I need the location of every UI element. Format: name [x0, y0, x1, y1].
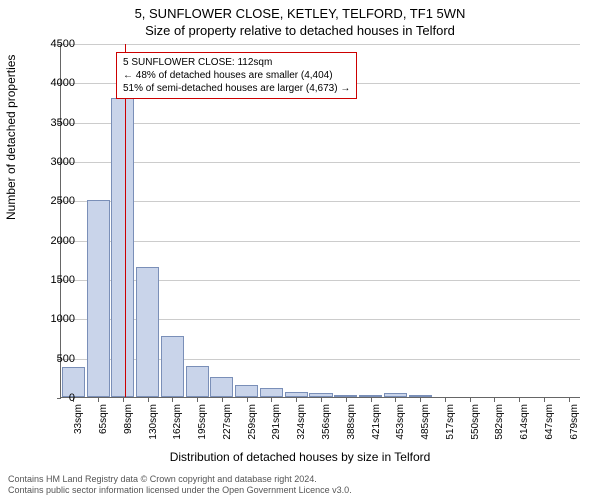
x-tick-mark: [346, 398, 347, 402]
y-tick-label: 1500: [35, 274, 75, 286]
chart-subtitle: Size of property relative to detached ho…: [0, 21, 600, 38]
x-tick-mark: [98, 398, 99, 402]
histogram-bar: [409, 395, 432, 397]
histogram-bar: [210, 377, 233, 397]
histogram-bar: [87, 200, 110, 397]
x-tick-mark: [519, 398, 520, 402]
y-tick-label: 2000: [35, 235, 75, 247]
y-tick-label: 4500: [35, 38, 75, 50]
x-tick-label: 517sqm: [445, 404, 456, 454]
x-tick-label: 485sqm: [420, 404, 431, 454]
chart-container: 5, SUNFLOWER CLOSE, KETLEY, TELFORD, TF1…: [0, 0, 600, 500]
y-tick-label: 0: [35, 392, 75, 404]
histogram-bar: [161, 336, 184, 397]
x-tick-mark: [371, 398, 372, 402]
x-tick-label: 259sqm: [247, 404, 258, 454]
histogram-bar: [285, 392, 308, 398]
y-axis-label: Number of detached properties: [4, 55, 18, 220]
y-tick-label: 2500: [35, 195, 75, 207]
annotation-line: 5 SUNFLOWER CLOSE: 112sqm: [123, 56, 350, 69]
y-tick-label: 1000: [35, 313, 75, 325]
x-tick-label: 679sqm: [569, 404, 580, 454]
x-tick-label: 582sqm: [494, 404, 505, 454]
grid-line: [61, 44, 580, 45]
histogram-bar: [309, 393, 332, 397]
histogram-bar: [136, 267, 159, 397]
grid-line: [61, 162, 580, 163]
annotation-box: 5 SUNFLOWER CLOSE: 112sqm← 48% of detach…: [116, 52, 357, 99]
y-tick-label: 3000: [35, 156, 75, 168]
grid-line: [61, 201, 580, 202]
annotation-line: 51% of semi-detached houses are larger (…: [123, 82, 350, 95]
x-tick-label: 453sqm: [395, 404, 406, 454]
x-tick-label: 356sqm: [321, 404, 332, 454]
histogram-bar: [235, 385, 258, 397]
x-tick-mark: [420, 398, 421, 402]
footer-attribution: Contains HM Land Registry data © Crown c…: [8, 474, 352, 496]
x-tick-mark: [172, 398, 173, 402]
x-tick-label: 614sqm: [519, 404, 530, 454]
x-tick-mark: [247, 398, 248, 402]
chart-title: 5, SUNFLOWER CLOSE, KETLEY, TELFORD, TF1…: [0, 0, 600, 21]
x-tick-mark: [222, 398, 223, 402]
histogram-bar: [111, 98, 134, 397]
x-tick-label: 647sqm: [544, 404, 555, 454]
footer-line-2: Contains public sector information licen…: [8, 485, 352, 496]
x-tick-mark: [197, 398, 198, 402]
x-tick-mark: [321, 398, 322, 402]
histogram-bar: [384, 393, 407, 397]
histogram-bar: [359, 395, 382, 397]
x-tick-label: 550sqm: [470, 404, 481, 454]
histogram-bar: [260, 388, 283, 397]
x-tick-mark: [470, 398, 471, 402]
x-tick-label: 227sqm: [222, 404, 233, 454]
grid-line: [61, 123, 580, 124]
y-tick-label: 4000: [35, 77, 75, 89]
histogram-bar: [334, 395, 357, 397]
x-tick-label: 291sqm: [271, 404, 282, 454]
histogram-bar: [186, 366, 209, 397]
x-tick-label: 388sqm: [346, 404, 357, 454]
x-tick-mark: [123, 398, 124, 402]
x-tick-label: 65sqm: [98, 404, 109, 454]
x-tick-label: 324sqm: [296, 404, 307, 454]
x-tick-mark: [544, 398, 545, 402]
x-tick-label: 130sqm: [148, 404, 159, 454]
x-tick-mark: [395, 398, 396, 402]
x-tick-mark: [494, 398, 495, 402]
x-tick-label: 195sqm: [197, 404, 208, 454]
x-tick-label: 33sqm: [73, 404, 84, 454]
footer-line-1: Contains HM Land Registry data © Crown c…: [8, 474, 352, 485]
x-axis-label: Distribution of detached houses by size …: [0, 450, 600, 464]
grid-line: [61, 241, 580, 242]
y-tick-label: 3500: [35, 117, 75, 129]
x-tick-label: 421sqm: [371, 404, 382, 454]
x-tick-label: 98sqm: [123, 404, 134, 454]
y-tick-label: 500: [35, 353, 75, 365]
x-tick-mark: [445, 398, 446, 402]
annotation-line: ← 48% of detached houses are smaller (4,…: [123, 69, 350, 82]
x-tick-mark: [569, 398, 570, 402]
plot-area: 33sqm65sqm98sqm130sqm162sqm195sqm227sqm2…: [60, 44, 580, 398]
x-tick-mark: [148, 398, 149, 402]
x-tick-label: 162sqm: [172, 404, 183, 454]
x-tick-mark: [296, 398, 297, 402]
x-tick-mark: [271, 398, 272, 402]
